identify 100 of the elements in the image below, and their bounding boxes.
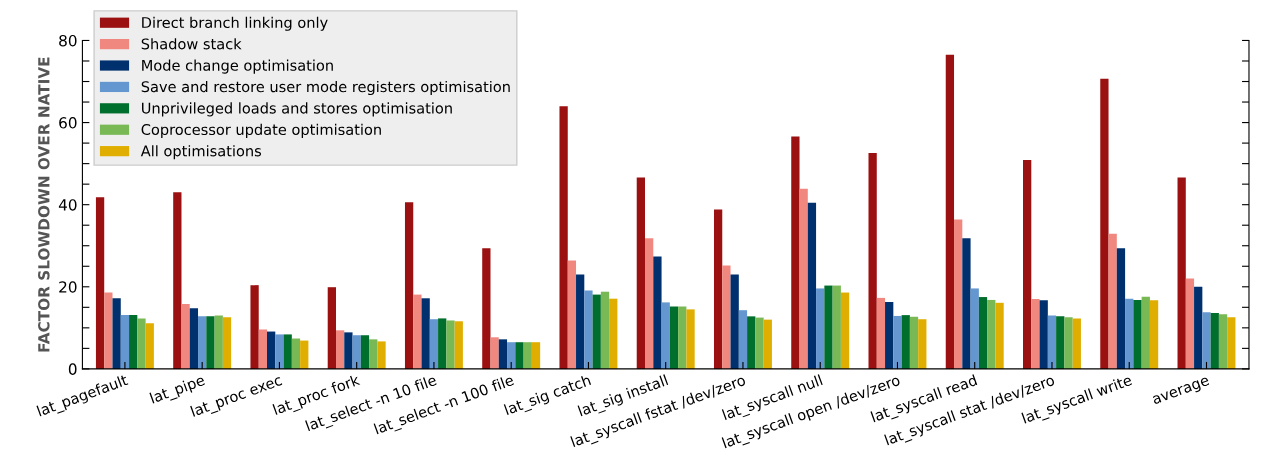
y-tick-label: 80 [59, 34, 77, 47]
bar [1108, 233, 1117, 369]
bar [1141, 296, 1150, 369]
bar [816, 288, 825, 369]
bar [523, 342, 532, 369]
bar [868, 152, 877, 369]
bar [1218, 314, 1228, 369]
bar [377, 341, 386, 369]
bar [1194, 286, 1203, 369]
bar [995, 302, 1004, 369]
y-tick-label: 60 [59, 117, 77, 129]
bar [901, 315, 910, 369]
bar [189, 308, 199, 369]
legend-label: Unprivileged loads and stores optimisation [142, 102, 452, 117]
y-tick-label: 40 [58, 199, 77, 211]
legend-label: Shadow stack [141, 38, 242, 50]
bar [636, 177, 646, 369]
bar [1023, 159, 1032, 369]
bar [446, 320, 455, 369]
bar [730, 274, 739, 369]
bar [1202, 312, 1211, 369]
legend-label: Save and restore user mode registers optimisation [141, 80, 510, 96]
bar [945, 54, 955, 369]
legend-label: All optimisations [140, 145, 262, 160]
bar [832, 285, 841, 369]
bar [807, 202, 817, 369]
bar [137, 318, 146, 369]
bar [1039, 300, 1048, 369]
bar [429, 319, 439, 369]
bar [95, 197, 105, 369]
bar [653, 256, 662, 369]
bar [327, 287, 336, 369]
bar [763, 319, 772, 369]
bar [609, 298, 618, 369]
bar [678, 306, 687, 369]
bar [567, 260, 577, 369]
bar [1056, 316, 1065, 369]
bar [222, 317, 232, 369]
bar [482, 248, 491, 369]
bar [112, 298, 121, 369]
bar [1185, 278, 1195, 369]
bar [978, 297, 988, 369]
bar [173, 192, 182, 369]
bar [824, 285, 833, 369]
bar [214, 315, 223, 369]
bar [1227, 317, 1236, 369]
bar [421, 298, 430, 369]
bar [576, 274, 585, 369]
bar [755, 317, 764, 369]
bar [438, 318, 447, 369]
bar [661, 302, 670, 369]
bar [592, 294, 601, 369]
bar [1125, 298, 1134, 369]
bar [876, 297, 886, 369]
bar [1210, 313, 1219, 369]
bar [1177, 177, 1186, 369]
bar [198, 316, 207, 369]
bar [669, 306, 679, 369]
bar [145, 323, 154, 369]
bar [918, 319, 927, 369]
bar [335, 330, 345, 369]
bar [267, 331, 276, 369]
y-tick-label: 20 [59, 281, 77, 293]
bar [344, 332, 353, 369]
bar [1031, 299, 1040, 369]
bar [559, 106, 568, 369]
bar [352, 335, 361, 369]
bar [686, 309, 695, 369]
legend-label: Direct branch linking only [142, 16, 328, 31]
bar [738, 310, 748, 369]
bar [747, 316, 756, 369]
bar [300, 340, 309, 369]
bar [120, 315, 130, 369]
bar [206, 316, 215, 369]
bar [1064, 317, 1073, 369]
bar [490, 337, 499, 369]
bar [1116, 248, 1126, 369]
bar [1133, 299, 1142, 369]
bar [909, 316, 919, 369]
bar [181, 304, 190, 369]
bar [258, 329, 268, 369]
bar [275, 334, 284, 369]
bar [584, 290, 593, 369]
bar [104, 292, 113, 369]
bar [369, 339, 378, 369]
bar [498, 339, 508, 369]
bar [893, 315, 902, 369]
bar [454, 321, 463, 369]
bar [885, 301, 894, 369]
bar [515, 342, 524, 369]
bar [507, 342, 516, 369]
bar [954, 219, 963, 369]
bar [791, 136, 800, 369]
bar [962, 238, 971, 369]
bar [531, 342, 541, 369]
bar [645, 238, 654, 369]
y-tick-label: 0 [68, 363, 77, 375]
legend-label: Coprocessor update optimisation [141, 123, 381, 138]
bar [1047, 315, 1057, 369]
bar [600, 291, 610, 369]
